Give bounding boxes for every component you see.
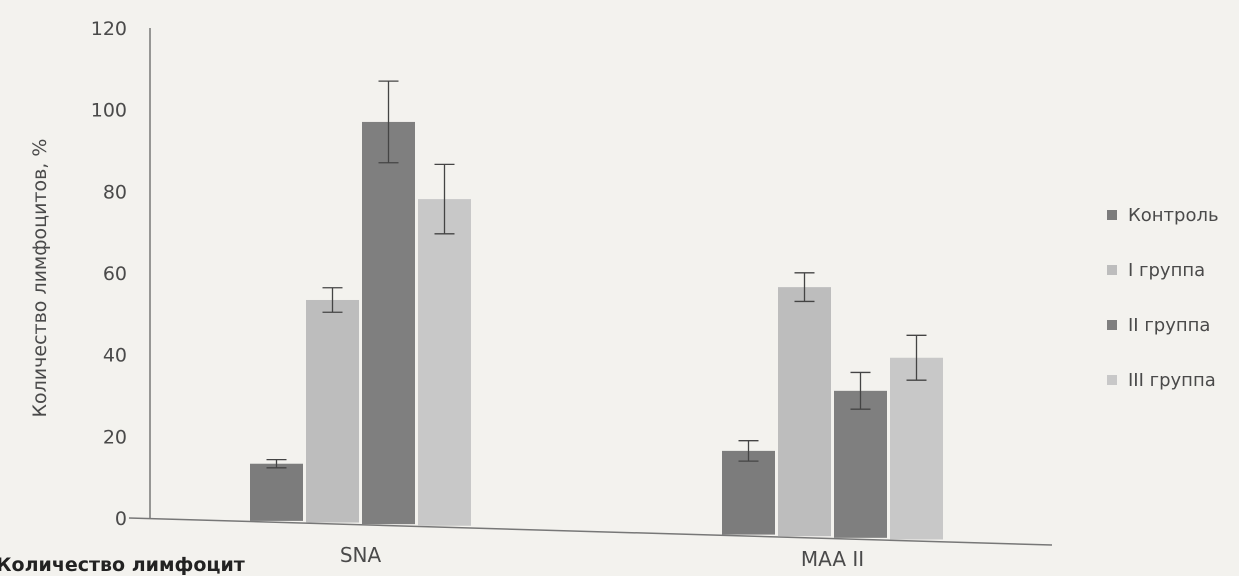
y-tick-label: 40 [103,345,127,367]
y-tick-label: 20 [103,426,127,448]
legend-label: Контроль [1128,205,1219,226]
y-tick-label: 80 [103,181,127,203]
bar [722,450,775,535]
error-bars-layer [266,80,927,469]
figure-caption-fragment: Количество лимфоцит [0,554,245,576]
y-tick-label: 120 [91,18,127,40]
y-tick-label: 60 [103,263,127,285]
legend-swatch [1107,375,1117,385]
category-labels: SNA MAA II [340,543,864,571]
legend-label: III группа [1128,370,1216,391]
y-tick-label: 100 [91,100,127,122]
legend-swatch [1107,320,1117,330]
axes-layer [128,28,1053,546]
bar [778,287,831,537]
x-category-label: MAA II [801,547,864,571]
bar [362,121,415,525]
bar [834,390,887,538]
bar [890,357,943,540]
bar [250,463,303,521]
x-axis [128,517,1053,546]
bars-layer [250,121,943,540]
bar [306,299,359,523]
legend-label: II группа [1128,315,1210,336]
y-tick-label: 0 [115,508,127,530]
y-tick-labels: 0 20 40 60 80 100 120 [91,18,127,530]
legend-swatch [1107,210,1117,220]
legend: Контроль I группа II группа III группа [1107,205,1219,391]
legend-label: I группа [1128,260,1205,281]
y-axis-title: Количество лимфоцитов, % [29,139,51,418]
x-category-label: SNA [340,543,382,567]
bar [418,199,471,526]
legend-swatch [1107,265,1117,275]
